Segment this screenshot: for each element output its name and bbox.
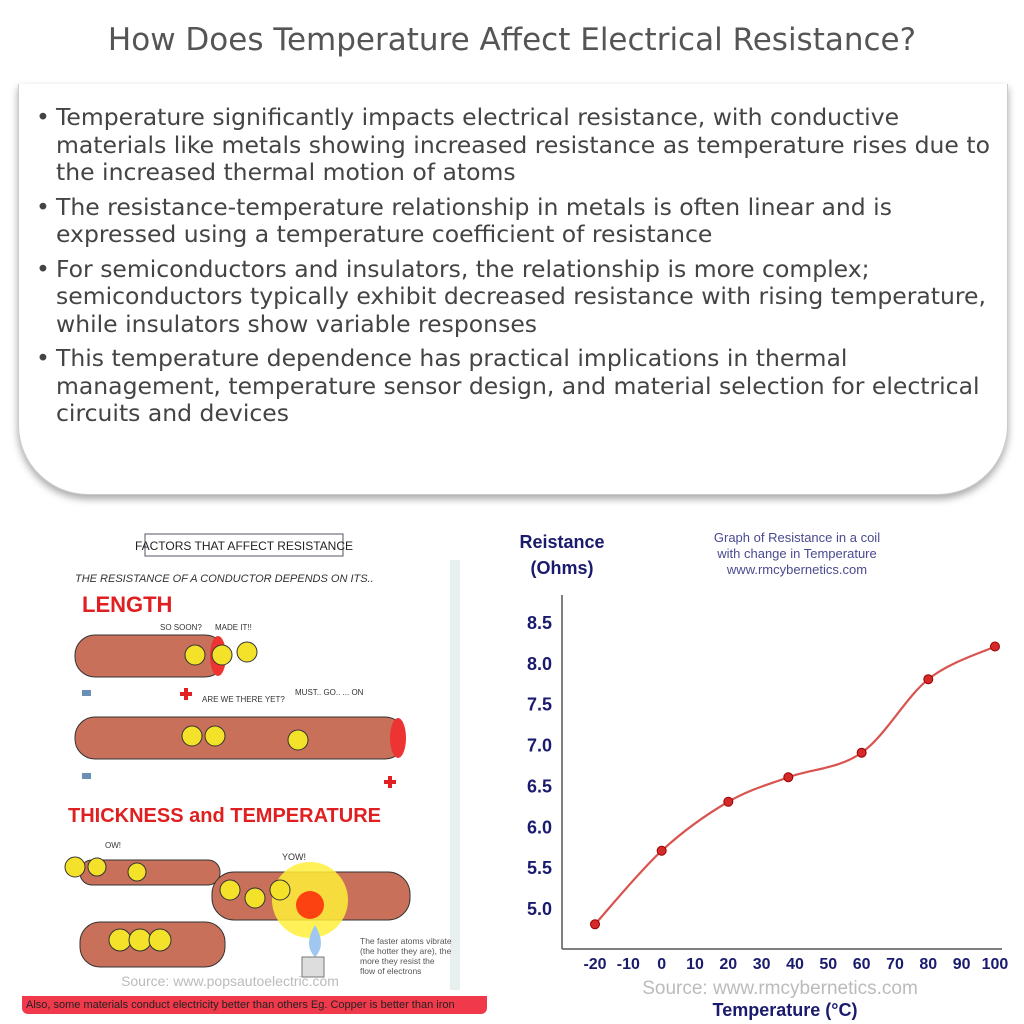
x-tick-label: 90 xyxy=(953,956,971,973)
data-point xyxy=(656,845,667,856)
x-tick-label: 70 xyxy=(886,956,904,973)
bullet-item: The resistance-temperature relationship … xyxy=(32,193,992,249)
speech-text: MADE IT!! xyxy=(215,623,252,632)
illustration-source: Source: www.popsautoelectric.com xyxy=(121,973,339,989)
y-tick-label: 6.0 xyxy=(527,817,552,837)
x-tick-label: 10 xyxy=(686,956,704,973)
chart-watermark: Source: www.rmcybernetics.com xyxy=(642,978,918,999)
thin-pipe xyxy=(64,856,221,886)
resistance-factors-illustration: FACTORS THAT AFFECT RESISTANCE THE RESIS… xyxy=(64,533,460,990)
chart-title-line2: with change in Temperature xyxy=(716,546,876,561)
bullet-list: Temperature significantly impacts electr… xyxy=(32,103,992,435)
x-tick-label: -20 xyxy=(583,956,606,973)
data-point xyxy=(923,674,934,685)
y-tick-label: 8.5 xyxy=(527,613,552,633)
chart-title-line3: www.rmcybernetics.com xyxy=(726,562,867,577)
data-point xyxy=(590,919,600,930)
bullet-item: Temperature significantly impacts electr… xyxy=(32,103,992,187)
long-pipe xyxy=(74,716,406,760)
speech-text: OW! xyxy=(105,841,121,850)
speech-text: ARE WE THERE YET? xyxy=(202,695,285,704)
illustration-intro: THE RESISTANCE OF A CONDUCTOR DEPENDS ON… xyxy=(75,573,374,585)
y-tick-label: 7.5 xyxy=(527,695,552,715)
x-tick-label: 0 xyxy=(657,956,666,973)
resistance-temperature-chart: Reistance (Ohms) Graph of Resistance in … xyxy=(519,530,1009,1020)
length-label: LENGTH xyxy=(82,592,172,617)
x-tick-label: 50 xyxy=(819,956,837,973)
speech-text: MUST.. GO.. ... ON xyxy=(295,688,364,697)
materials-banner: Also, some materials conduct electricity… xyxy=(22,996,487,1014)
y-tick-label: 7.0 xyxy=(527,736,552,756)
x-tick-label: 30 xyxy=(753,956,771,973)
electron-group xyxy=(184,641,258,666)
x-axis-label: Temperature (°C) xyxy=(713,1000,858,1020)
series-line xyxy=(594,645,996,926)
terminal-icons xyxy=(82,688,396,788)
page-edge xyxy=(450,560,460,990)
x-tick-label: 60 xyxy=(853,956,871,973)
x-tick-label: 100 xyxy=(982,956,1009,973)
thick-pipe xyxy=(79,921,226,968)
x-tick-label: -10 xyxy=(617,956,640,973)
illustration-header: FACTORS THAT AFFECT RESISTANCE xyxy=(135,539,353,553)
page-title: How Does Temperature Affect Electrical R… xyxy=(107,22,917,58)
y-axis-label-line1: Reistance xyxy=(519,532,604,552)
y-tick-label: 5.0 xyxy=(527,899,552,919)
speech-text: YOW! xyxy=(282,852,306,862)
bullet-item: This temperature dependence has practica… xyxy=(32,344,992,428)
y-tick-label: 8.0 xyxy=(527,654,552,674)
x-tick-label: 20 xyxy=(719,956,737,973)
x-tick-label: 40 xyxy=(786,956,804,973)
bullet-item: For semiconductors and insulators, the r… xyxy=(32,255,992,339)
data-point xyxy=(856,747,867,758)
illustration-header-box xyxy=(144,533,344,557)
thickness-temperature-label: THICKNESS and TEMPERATURE xyxy=(68,805,381,827)
illustration-caption: The faster atoms vibrate (the hotter the… xyxy=(360,936,452,976)
speech-text: SO SOON? xyxy=(160,623,202,632)
x-tick-label: 80 xyxy=(919,956,937,973)
chart-title-line1: Graph of Resistance in a coil xyxy=(714,530,880,545)
data-point xyxy=(783,772,794,783)
y-tick-label: 5.5 xyxy=(527,858,552,878)
data-point xyxy=(723,796,734,807)
heated-pipe xyxy=(211,862,411,978)
y-axis-label-line2: (Ohms) xyxy=(531,558,594,578)
y-tick-label: 6.5 xyxy=(527,776,552,796)
data-point xyxy=(989,641,1000,652)
